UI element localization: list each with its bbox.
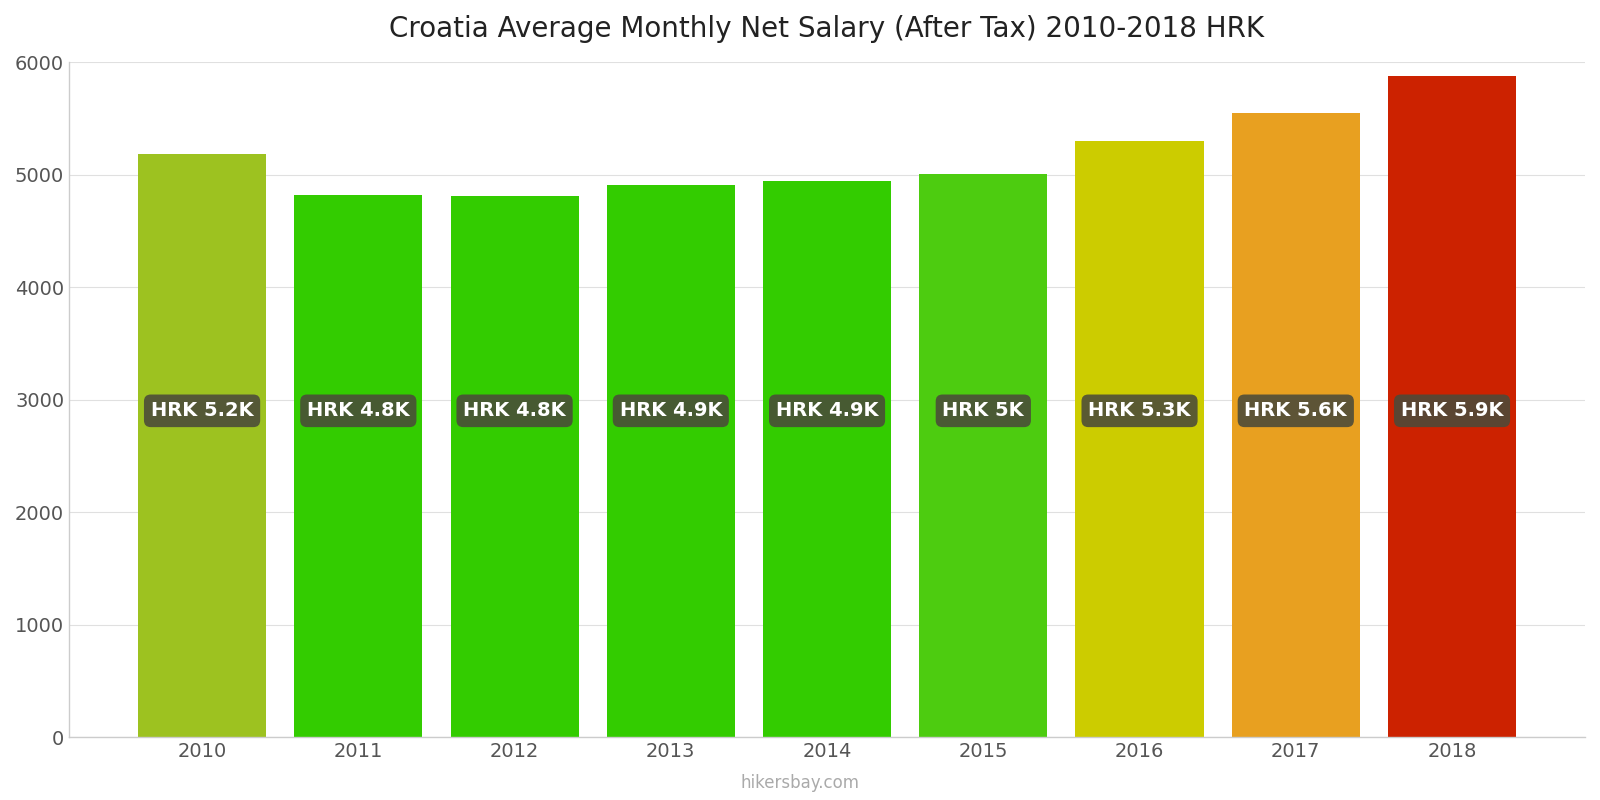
Text: HRK 5.2K: HRK 5.2K [150,402,253,420]
Text: HRK 4.9K: HRK 4.9K [776,402,878,420]
Text: hikersbay.com: hikersbay.com [741,774,859,792]
Text: HRK 5.9K: HRK 5.9K [1400,402,1504,420]
Text: HRK 4.8K: HRK 4.8K [464,402,566,420]
Text: HRK 4.8K: HRK 4.8K [307,402,410,420]
Bar [606,185,734,737]
Bar [1075,141,1203,737]
Text: HRK 4.9K: HRK 4.9K [619,402,722,420]
Bar [138,154,266,737]
Bar [1387,76,1517,737]
Text: HRK 5.3K: HRK 5.3K [1088,402,1190,420]
Bar [920,174,1048,737]
Bar [763,182,891,737]
Bar [1232,113,1360,737]
Bar [451,197,579,737]
Text: HRK 5.6K: HRK 5.6K [1245,402,1347,420]
Title: Croatia Average Monthly Net Salary (After Tax) 2010-2018 HRK: Croatia Average Monthly Net Salary (Afte… [389,15,1264,43]
Bar [294,195,422,737]
Text: HRK 5K: HRK 5K [942,402,1024,420]
